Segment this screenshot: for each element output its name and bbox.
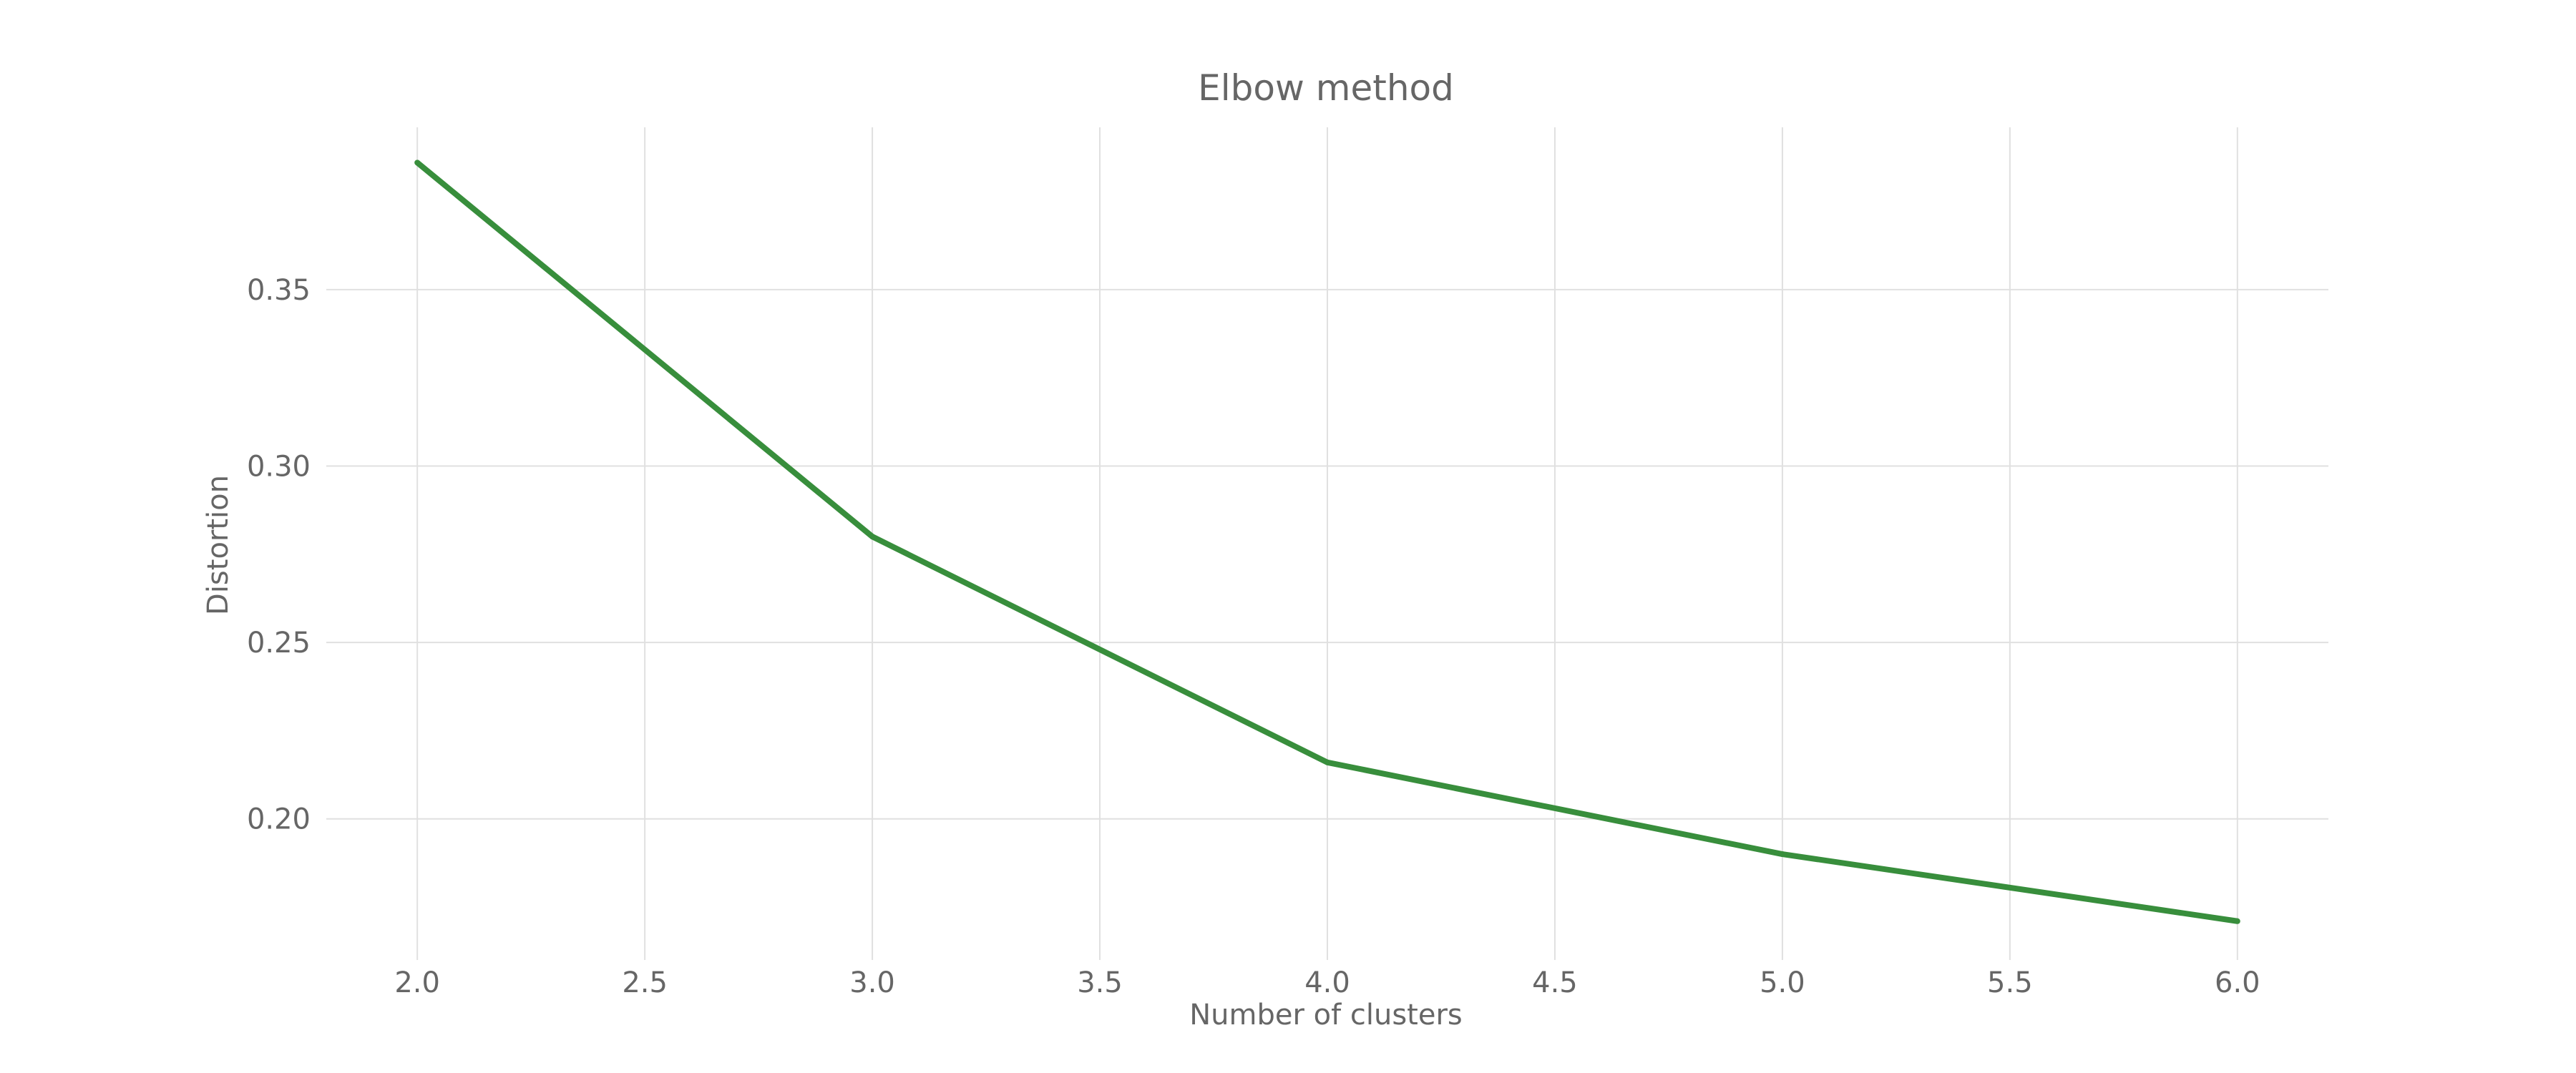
y-tick-label: 0.20 <box>247 803 311 836</box>
y-axis-label: Distortion <box>202 475 235 615</box>
data-point <box>2234 918 2240 924</box>
chart-title: Elbow method <box>1198 67 1454 109</box>
y-tick-label: 0.30 <box>247 450 311 483</box>
data-point <box>1324 759 1330 765</box>
x-tick-label: 3.0 <box>849 966 895 999</box>
data-point <box>414 160 421 166</box>
x-tick-label: 2.5 <box>622 966 668 999</box>
x-tick-label: 5.0 <box>1760 966 1805 999</box>
x-tick-label: 5.5 <box>1987 966 2033 999</box>
x-tick-label: 4.5 <box>1532 966 1578 999</box>
x-tick-label: 3.5 <box>1077 966 1123 999</box>
x-tick-label: 6.0 <box>2215 966 2260 999</box>
x-axis-tick-labels: 2.0 2.5 3.0 3.5 4.0 4.5 5.0 5.5 6.0 <box>394 966 2260 999</box>
y-tick-label: 0.35 <box>247 274 311 307</box>
x-tick-label: 4.0 <box>1304 966 1350 999</box>
data-point <box>869 534 876 540</box>
x-tick-label: 2.0 <box>394 966 440 999</box>
series-layer <box>414 160 2240 924</box>
horizontal-gridlines <box>326 288 2328 820</box>
y-axis-tick-labels: 0.20 0.25 0.30 0.35 <box>247 274 311 836</box>
y-tick-label: 0.25 <box>247 627 311 660</box>
x-axis-label: Number of clusters <box>1189 999 1463 1032</box>
data-point <box>1779 851 1785 858</box>
vertical-gridlines <box>416 127 2238 960</box>
